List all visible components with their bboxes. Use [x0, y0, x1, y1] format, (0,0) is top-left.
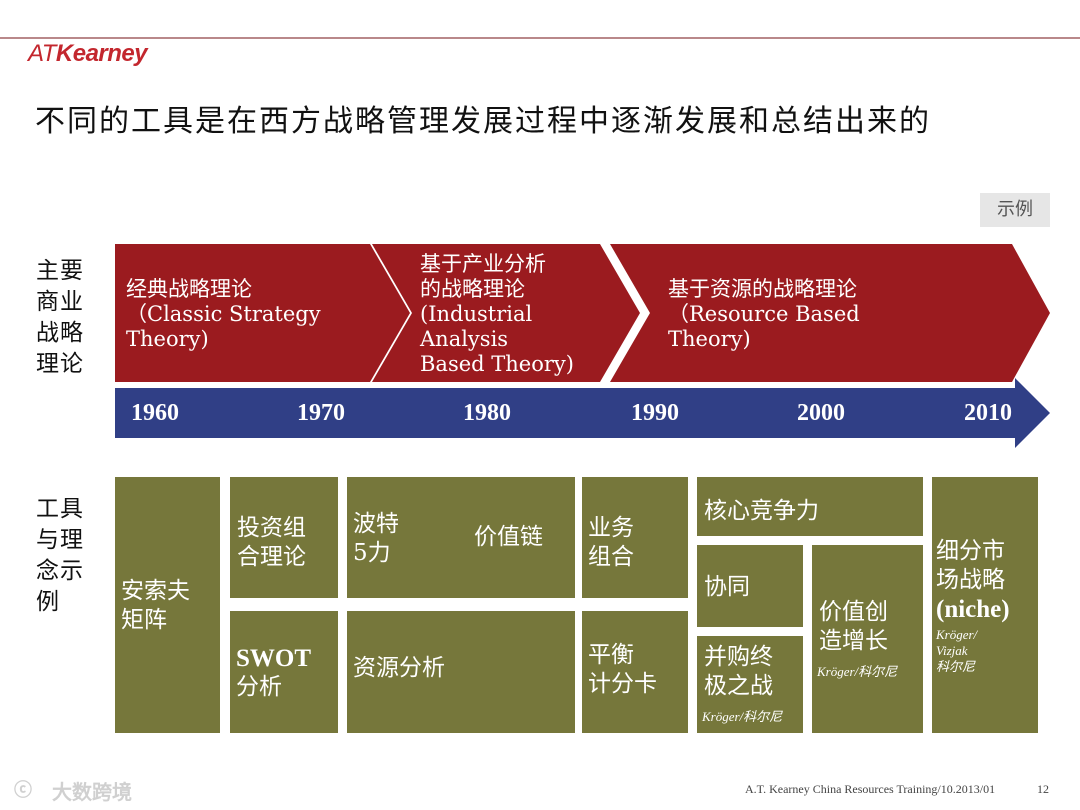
year-1960: 1960: [131, 400, 179, 426]
row-label-tools: 工具 与理 念示 例: [36, 496, 84, 615]
row-label-theories: 主要 商业 战略 理论: [36, 258, 84, 377]
tool-value-chain: 价值链: [474, 524, 543, 550]
year-2010: 2010: [964, 400, 1012, 426]
year-2000: 2000: [797, 400, 845, 426]
tool-porter-five-forces: 波特 5力 价值链: [347, 477, 575, 598]
theory-classic-text: 经典战略理论 （Classic Strategy Theory): [126, 277, 321, 351]
year-1990: 1990: [631, 400, 679, 426]
tool-portfolio-theory: 投资组 合理论: [230, 477, 338, 598]
tool-resource-analysis: 资源分析: [347, 611, 575, 733]
watermark-icon: ⓒ: [14, 780, 32, 801]
year-1970: 1970: [297, 400, 345, 426]
chevron-classic-theory: [115, 244, 410, 382]
footer-text: A.T. Kearney China Resources Training/10…: [745, 782, 996, 796]
theory-resource-text: 基于资源的战略理论 （Resource Based Theory): [668, 277, 860, 351]
tool-mna-endgame: 并购终 极之战 Kröger/科尔尼: [697, 636, 803, 733]
timeline-arrow: [115, 378, 1050, 448]
chevron-industrial-theory: [372, 244, 640, 382]
chevron-resource-theory: [610, 244, 1050, 382]
theory-industrial-text: 基于产业分析 的战略理论 (Industrial Analysis Based …: [420, 252, 574, 376]
theory-timeline-graphic: [115, 244, 1050, 448]
tool-synergy: 协同: [697, 545, 803, 627]
company-logo: ATKearney: [28, 40, 148, 67]
tool-swot: SWOT 分析: [230, 611, 338, 733]
example-tag: 示例: [980, 193, 1050, 227]
page-title: 不同的工具是在西方战略管理发展过程中逐渐发展和总结出来的: [35, 104, 931, 139]
header-rule: [0, 37, 1080, 39]
year-1980: 1980: [463, 400, 511, 426]
tool-core-competence: 核心竞争力: [697, 477, 923, 536]
tool-business-mix: 业务 组合: [582, 477, 688, 598]
tool-ansoff-matrix: 安索夫 矩阵: [115, 477, 220, 733]
tool-niche-strategy: 细分市 场战略 (niche) Kröger/ Vizjak 科尔尼: [932, 477, 1038, 733]
tool-value-creation-growth: 价值创 造增长 Kröger/科尔尼: [812, 545, 923, 733]
tool-balanced-scorecard: 平衡 计分卡: [582, 611, 688, 733]
watermark: 大数跨境: [52, 780, 132, 804]
page-number: 12: [1037, 782, 1049, 796]
